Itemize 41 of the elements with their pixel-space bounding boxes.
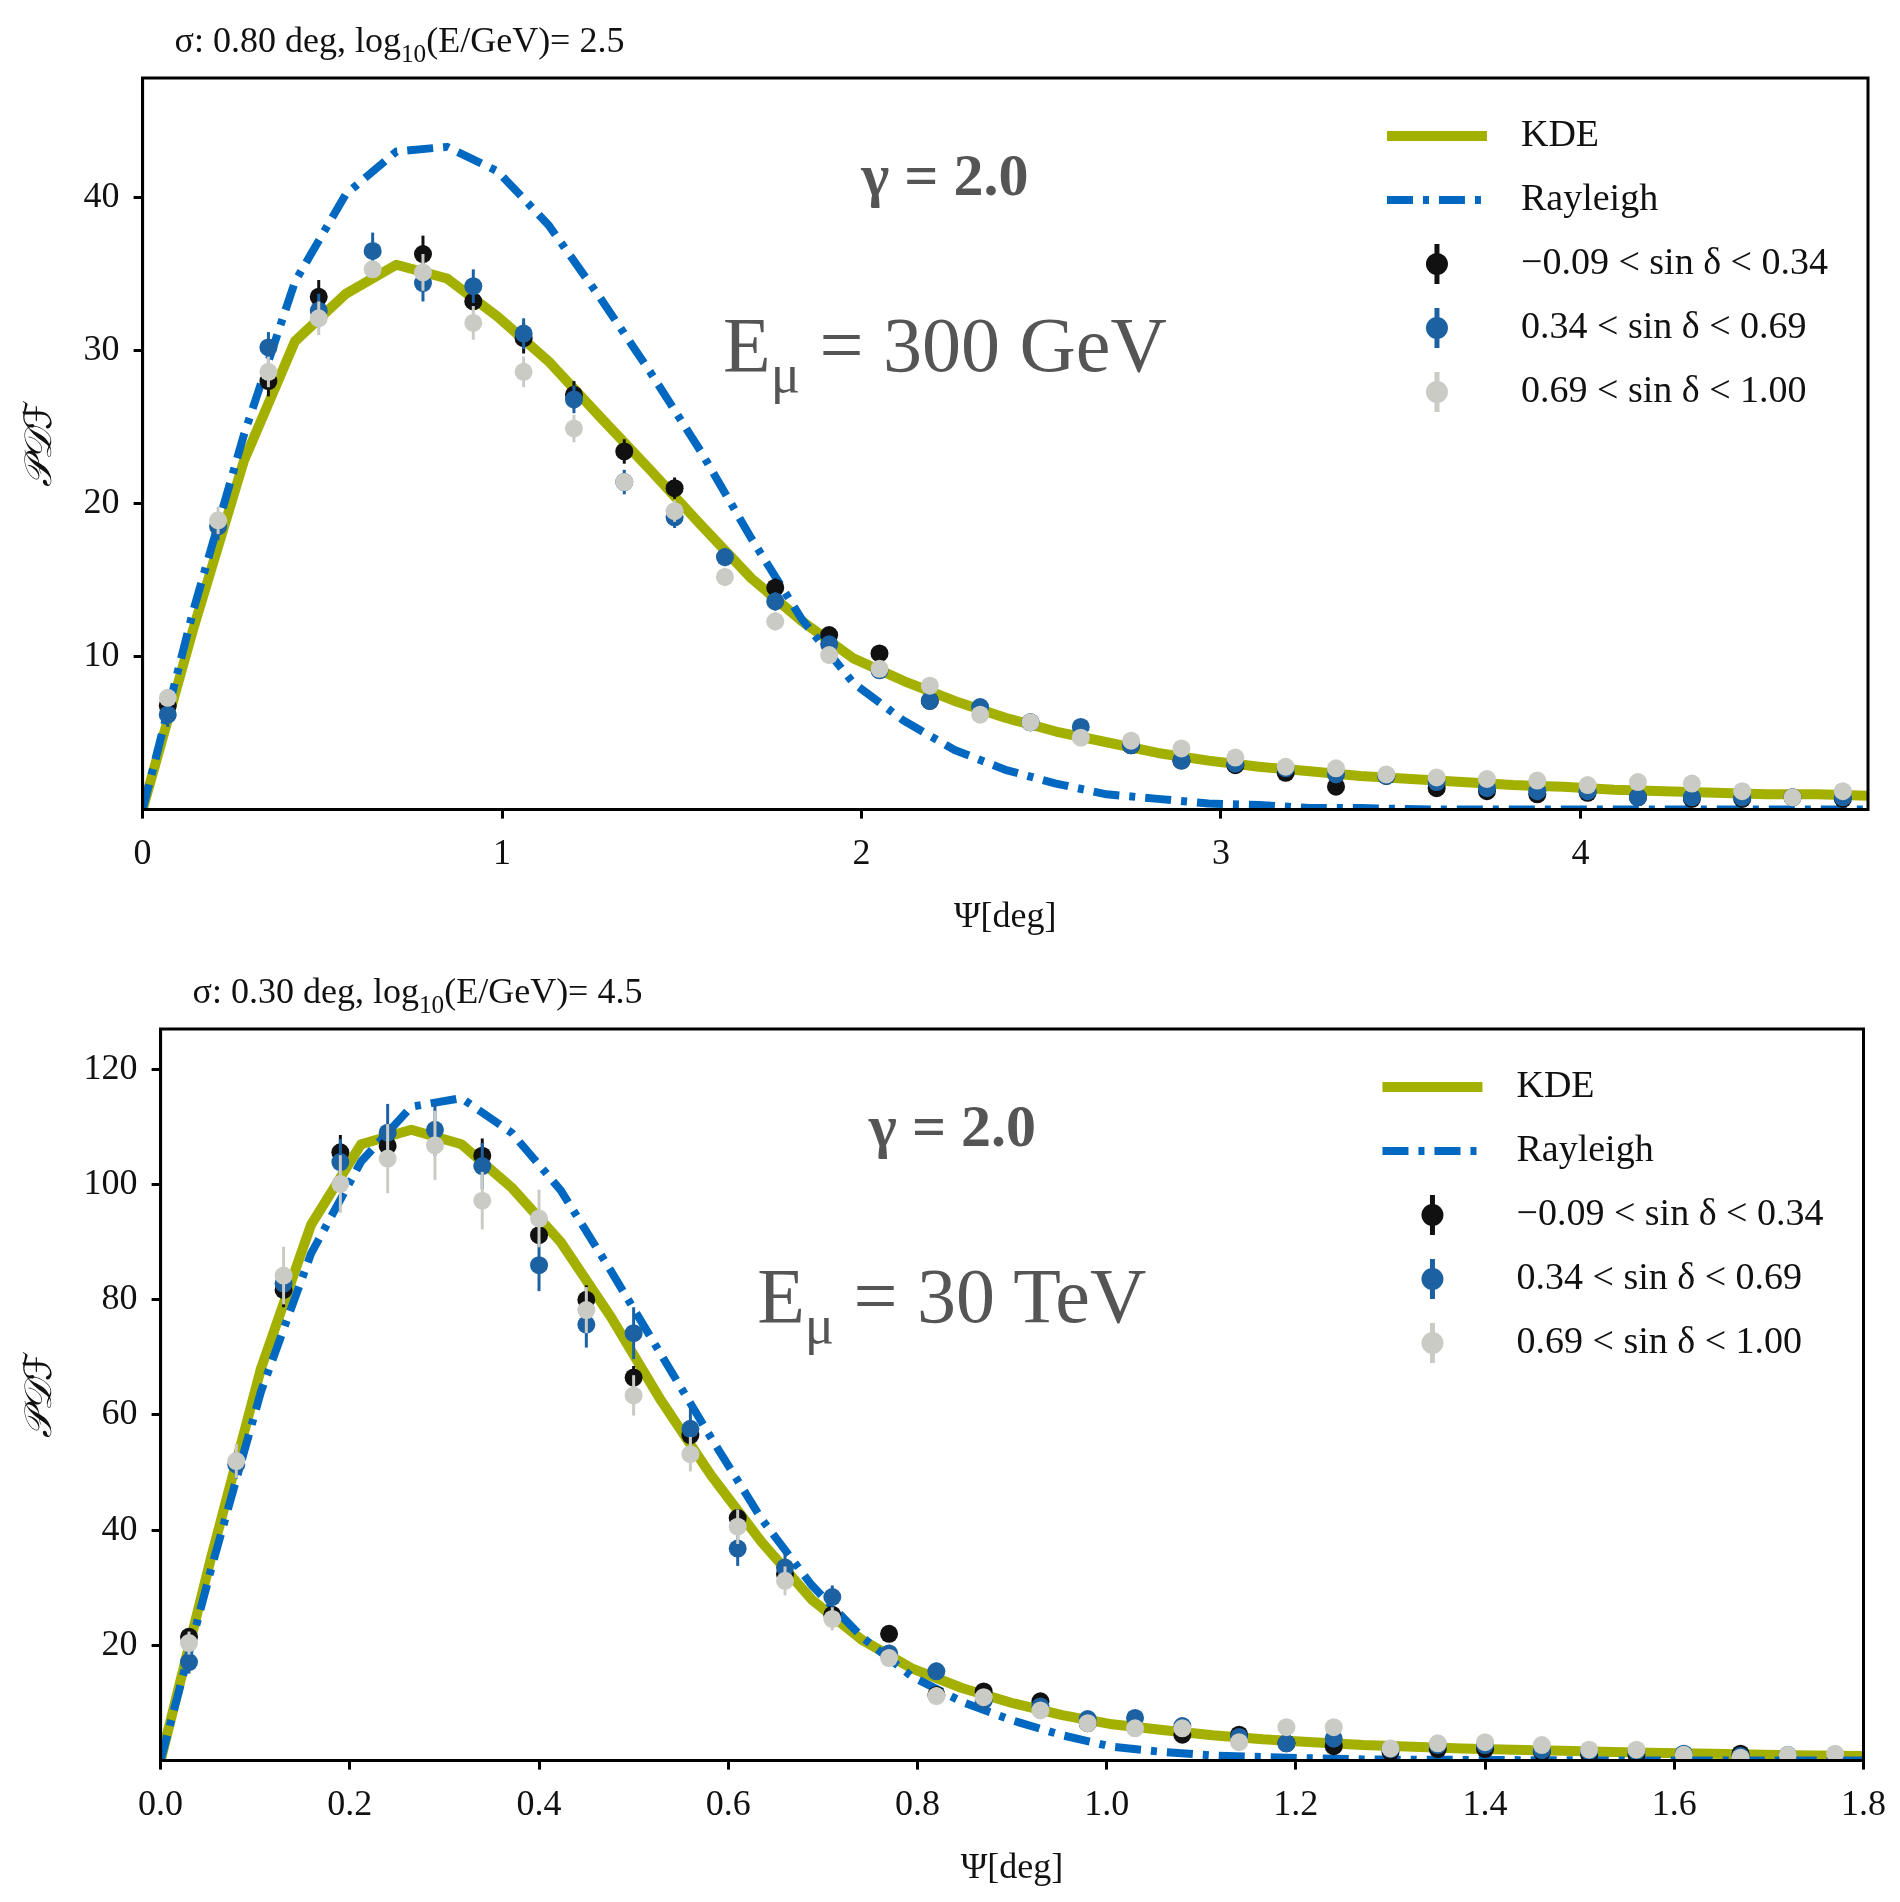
x-tick-label: 1.2 <box>1273 1782 1319 1823</box>
legend-label: 0.69 < sin δ < 1.00 <box>1520 367 1807 410</box>
x-tick-label: 4 <box>1571 831 1590 872</box>
y-tick-label: 80 <box>101 1277 138 1318</box>
y-tick-label: 100 <box>83 1161 138 1202</box>
y-tick-label: 20 <box>101 1622 138 1663</box>
x-tick-label: 1.0 <box>1084 1782 1130 1823</box>
x-tick-label: 1 <box>493 831 512 872</box>
x-axis-title: Ψ[deg] <box>960 1845 1064 1886</box>
legend-label: Rayleigh <box>1516 1126 1654 1169</box>
x-tick-label: 1.4 <box>1462 1782 1508 1823</box>
x-tick-label: 1.6 <box>1651 1782 1697 1823</box>
x-tick-label: 1.8 <box>1841 1782 1886 1823</box>
legend-label: −0.09 < sin δ < 0.34 <box>1516 1190 1824 1233</box>
legend-label: −0.09 < sin δ < 0.34 <box>1520 239 1828 282</box>
legend-label: 0.34 < sin δ < 0.69 <box>1520 303 1807 346</box>
y-tick-label: 120 <box>83 1046 138 1087</box>
legend-label: Rayleigh <box>1520 175 1659 218</box>
x-tick-label: 0 <box>133 831 152 872</box>
legend-label: KDE <box>1516 1062 1595 1105</box>
legend-label: 0.69 < sin δ < 1.00 <box>1516 1318 1803 1361</box>
y-tick-label: 60 <box>101 1392 138 1433</box>
x-tick-label: 0.4 <box>516 1782 562 1823</box>
x-tick-label: 0.6 <box>705 1782 751 1823</box>
annotation: γ = 2.0 <box>860 142 1029 209</box>
y-tick-label: 40 <box>101 1507 138 1548</box>
y-tick-label: 20 <box>83 480 120 521</box>
legend-label: KDE <box>1520 111 1600 154</box>
y-tick-label: 30 <box>83 327 120 368</box>
x-axis-title: Ψ[deg] <box>954 894 1057 935</box>
x-tick-label: 0.8 <box>894 1782 940 1823</box>
y-tick-label: 10 <box>83 634 120 674</box>
x-tick-label: 0.2 <box>327 1782 373 1823</box>
y-axis-title: 𝒫𝒟ℱ <box>15 1351 60 1439</box>
annotation: γ = 2.0 <box>867 1093 1037 1160</box>
y-axis-title: 𝒫𝒟ℱ <box>15 400 60 488</box>
x-tick-label: 0.0 <box>138 1782 184 1823</box>
x-tick-label: 2 <box>852 831 871 872</box>
legend-label: 0.34 < sin δ < 0.69 <box>1516 1254 1803 1297</box>
y-tick-label: 40 <box>83 174 120 215</box>
x-tick-label: 3 <box>1211 831 1230 872</box>
